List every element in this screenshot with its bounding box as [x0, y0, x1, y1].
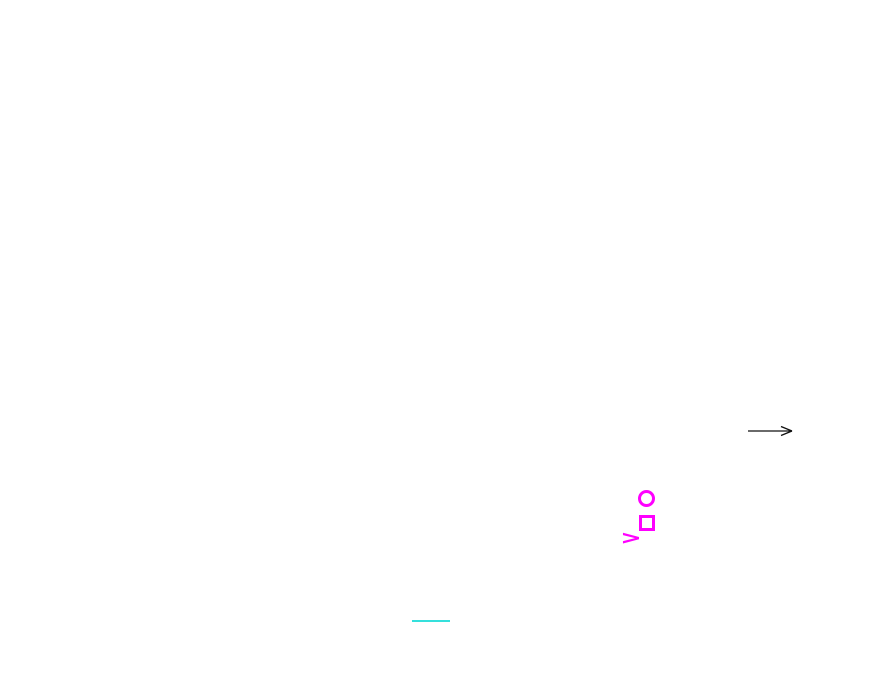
velocity-scale-arrow — [748, 425, 793, 437]
colorbar-gradient — [533, 608, 838, 622]
depth-contour-sample-line — [412, 620, 450, 622]
drifter-marker-icon: > — [620, 527, 642, 549]
argo-float-marker-icon — [638, 490, 655, 507]
fs-mooring-marker-icon — [639, 515, 655, 531]
